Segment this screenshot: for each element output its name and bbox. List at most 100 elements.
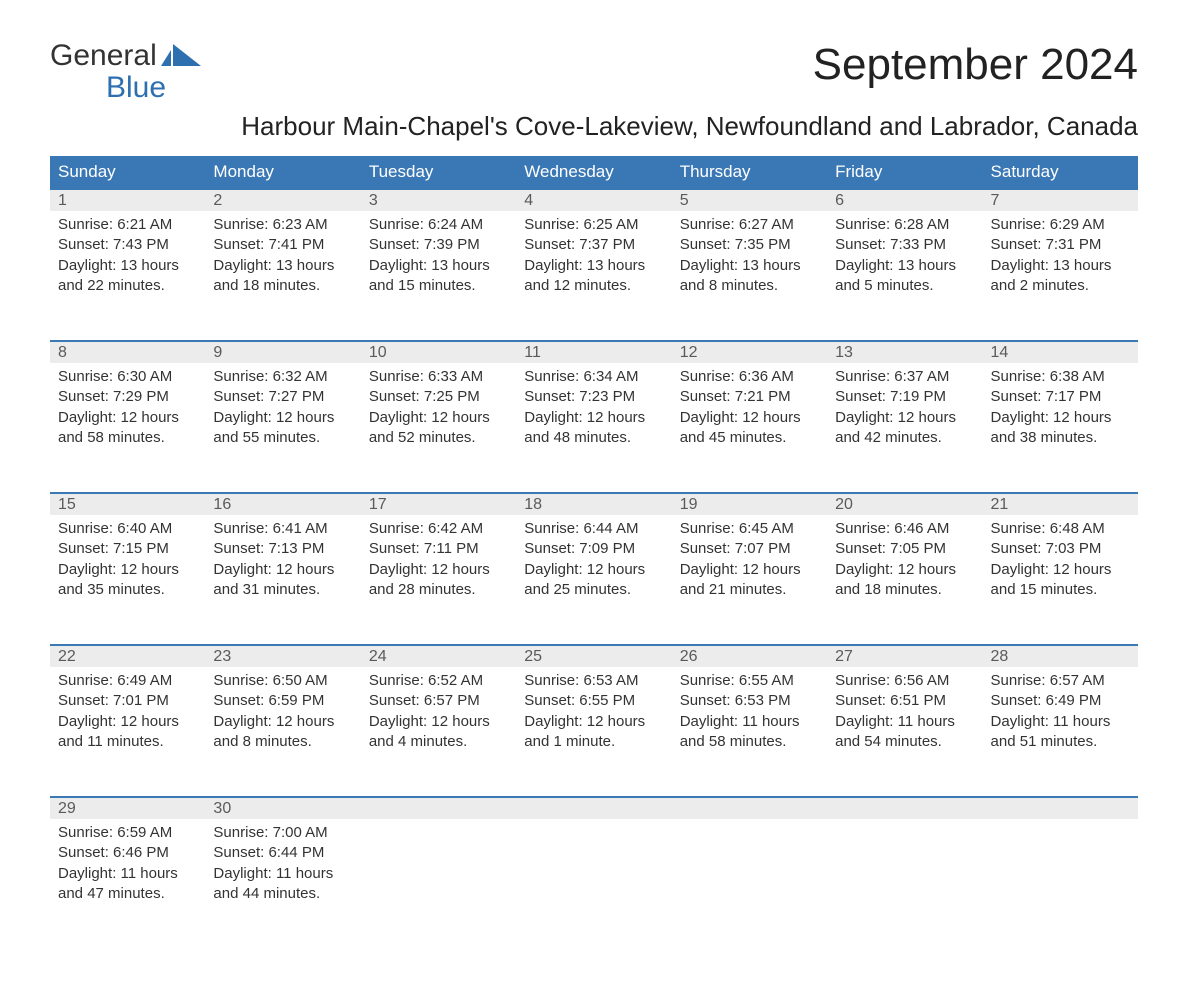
daylight-text: Daylight: 12 hours bbox=[835, 408, 974, 428]
day-number: 29 bbox=[58, 800, 76, 817]
daylight-text: Daylight: 12 hours bbox=[369, 560, 508, 580]
day-number: 17 bbox=[369, 496, 387, 513]
daylight-text: and 22 minutes. bbox=[58, 276, 197, 296]
day-number: 30 bbox=[213, 800, 231, 817]
daylight-text: and 48 minutes. bbox=[524, 428, 663, 448]
day-number: 4 bbox=[524, 192, 533, 209]
day-content-cell: Sunrise: 6:41 AMSunset: 7:13 PMDaylight:… bbox=[205, 515, 360, 645]
weekday-header: Thursday bbox=[672, 156, 827, 189]
sunrise-text: Sunrise: 6:59 AM bbox=[58, 823, 197, 843]
sunset-text: Sunset: 7:13 PM bbox=[213, 539, 352, 559]
daylight-text: Daylight: 13 hours bbox=[680, 256, 819, 276]
daylight-text: and 52 minutes. bbox=[369, 428, 508, 448]
sunset-text: Sunset: 7:09 PM bbox=[524, 539, 663, 559]
location-subtitle: Harbour Main-Chapel's Cove-Lakeview, New… bbox=[50, 111, 1138, 142]
day-content-cell: Sunrise: 6:32 AMSunset: 7:27 PMDaylight:… bbox=[205, 363, 360, 493]
daylight-text: Daylight: 12 hours bbox=[213, 408, 352, 428]
weekday-header: Wednesday bbox=[516, 156, 671, 189]
daylight-text: and 1 minute. bbox=[524, 732, 663, 752]
daylight-text: and 58 minutes. bbox=[680, 732, 819, 752]
day-number: 10 bbox=[369, 344, 387, 361]
sunset-text: Sunset: 7:31 PM bbox=[991, 235, 1130, 255]
daylight-text: Daylight: 11 hours bbox=[680, 712, 819, 732]
daylight-text: and 51 minutes. bbox=[991, 732, 1130, 752]
sunrise-text: Sunrise: 6:40 AM bbox=[58, 519, 197, 539]
day-number-row: 891011121314 bbox=[50, 341, 1138, 363]
logo: General Blue bbox=[50, 40, 205, 103]
daylight-text: Daylight: 13 hours bbox=[58, 256, 197, 276]
day-content-cell: Sunrise: 6:40 AMSunset: 7:15 PMDaylight:… bbox=[50, 515, 205, 645]
day-number-cell: 27 bbox=[827, 645, 982, 667]
daylight-text: and 44 minutes. bbox=[213, 884, 352, 904]
daylight-text: and 45 minutes. bbox=[680, 428, 819, 448]
day-number-cell bbox=[827, 797, 982, 819]
sunrise-text: Sunrise: 6:21 AM bbox=[58, 215, 197, 235]
daylight-text: and 8 minutes. bbox=[680, 276, 819, 296]
day-content-cell: Sunrise: 6:42 AMSunset: 7:11 PMDaylight:… bbox=[361, 515, 516, 645]
sunrise-text: Sunrise: 6:23 AM bbox=[213, 215, 352, 235]
daylight-text: and 55 minutes. bbox=[213, 428, 352, 448]
day-content-cell: Sunrise: 6:46 AMSunset: 7:05 PMDaylight:… bbox=[827, 515, 982, 645]
sunset-text: Sunset: 6:57 PM bbox=[369, 691, 508, 711]
sunset-text: Sunset: 7:33 PM bbox=[835, 235, 974, 255]
daylight-text: and 18 minutes. bbox=[213, 276, 352, 296]
sunrise-text: Sunrise: 6:29 AM bbox=[991, 215, 1130, 235]
weekday-header: Friday bbox=[827, 156, 982, 189]
day-number-cell: 5 bbox=[672, 189, 827, 211]
daylight-text: Daylight: 11 hours bbox=[213, 864, 352, 884]
sunset-text: Sunset: 6:53 PM bbox=[680, 691, 819, 711]
weekday-header: Tuesday bbox=[361, 156, 516, 189]
sunrise-text: Sunrise: 6:32 AM bbox=[213, 367, 352, 387]
sunset-text: Sunset: 7:35 PM bbox=[680, 235, 819, 255]
sunrise-text: Sunrise: 6:45 AM bbox=[680, 519, 819, 539]
day-number: 12 bbox=[680, 344, 698, 361]
day-number: 11 bbox=[524, 344, 541, 361]
sunset-text: Sunset: 7:29 PM bbox=[58, 387, 197, 407]
daylight-text: and 47 minutes. bbox=[58, 884, 197, 904]
sunrise-text: Sunrise: 7:00 AM bbox=[213, 823, 352, 843]
calendar-table: SundayMondayTuesdayWednesdayThursdayFrid… bbox=[50, 156, 1138, 949]
daylight-text: and 12 minutes. bbox=[524, 276, 663, 296]
sunset-text: Sunset: 7:25 PM bbox=[369, 387, 508, 407]
daylight-text: and 8 minutes. bbox=[213, 732, 352, 752]
weekday-header: Monday bbox=[205, 156, 360, 189]
header: General Blue September 2024 bbox=[50, 40, 1138, 103]
day-content-cell: Sunrise: 6:45 AMSunset: 7:07 PMDaylight:… bbox=[672, 515, 827, 645]
daylight-text: and 15 minutes. bbox=[991, 580, 1130, 600]
day-content-row: Sunrise: 6:59 AMSunset: 6:46 PMDaylight:… bbox=[50, 819, 1138, 949]
day-number: 8 bbox=[58, 344, 67, 361]
daylight-text: Daylight: 12 hours bbox=[680, 560, 819, 580]
sunset-text: Sunset: 7:05 PM bbox=[835, 539, 974, 559]
day-number: 27 bbox=[835, 648, 853, 665]
daylight-text: and 4 minutes. bbox=[369, 732, 508, 752]
day-number: 15 bbox=[58, 496, 76, 513]
daylight-text: Daylight: 12 hours bbox=[991, 560, 1130, 580]
day-content-cell: Sunrise: 6:50 AMSunset: 6:59 PMDaylight:… bbox=[205, 667, 360, 797]
daylight-text: and 5 minutes. bbox=[835, 276, 974, 296]
daylight-text: Daylight: 12 hours bbox=[524, 712, 663, 732]
daylight-text: and 2 minutes. bbox=[991, 276, 1130, 296]
day-number: 18 bbox=[524, 496, 542, 513]
day-number-cell: 4 bbox=[516, 189, 671, 211]
daylight-text: Daylight: 12 hours bbox=[835, 560, 974, 580]
day-number: 2 bbox=[213, 192, 222, 209]
day-content-cell: Sunrise: 6:27 AMSunset: 7:35 PMDaylight:… bbox=[672, 211, 827, 341]
day-content-cell bbox=[361, 819, 516, 949]
sunset-text: Sunset: 6:44 PM bbox=[213, 843, 352, 863]
weekday-header: Saturday bbox=[983, 156, 1138, 189]
daylight-text: and 35 minutes. bbox=[58, 580, 197, 600]
day-content-cell: Sunrise: 6:21 AMSunset: 7:43 PMDaylight:… bbox=[50, 211, 205, 341]
day-number: 23 bbox=[213, 648, 231, 665]
daylight-text: Daylight: 13 hours bbox=[369, 256, 508, 276]
daylight-text: Daylight: 12 hours bbox=[991, 408, 1130, 428]
day-number: 25 bbox=[524, 648, 542, 665]
sunrise-text: Sunrise: 6:34 AM bbox=[524, 367, 663, 387]
day-number: 28 bbox=[991, 648, 1009, 665]
day-number: 1 bbox=[58, 192, 67, 209]
page-title: September 2024 bbox=[813, 40, 1138, 90]
sunrise-text: Sunrise: 6:49 AM bbox=[58, 671, 197, 691]
sunset-text: Sunset: 6:55 PM bbox=[524, 691, 663, 711]
day-number-cell: 17 bbox=[361, 493, 516, 515]
sunset-text: Sunset: 7:21 PM bbox=[680, 387, 819, 407]
sunrise-text: Sunrise: 6:55 AM bbox=[680, 671, 819, 691]
